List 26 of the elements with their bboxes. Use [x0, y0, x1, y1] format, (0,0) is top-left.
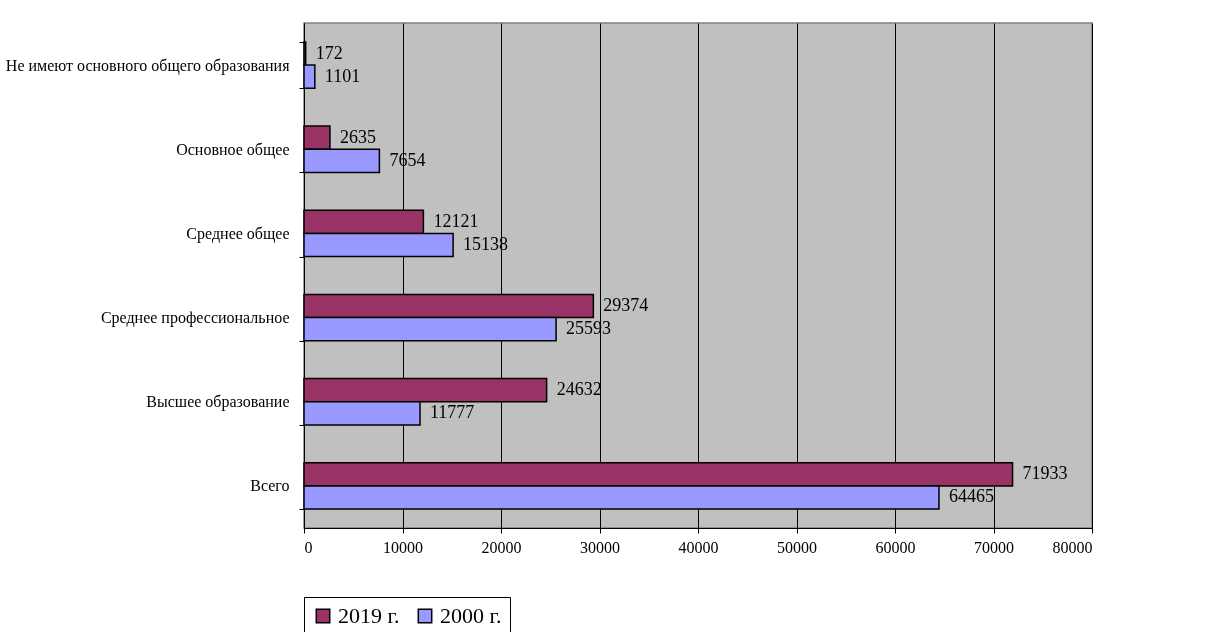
- x-tick-label: 70000: [974, 538, 1014, 556]
- y-tick-label: Высшее образование: [146, 393, 290, 412]
- x-tick-label: 50000: [777, 538, 817, 556]
- data-label: 12121: [433, 210, 479, 231]
- y-tick-label: Основное общее: [176, 140, 290, 159]
- x-tick-label: 10000: [383, 538, 423, 556]
- y-tick-label: Не имеют основного общего образования: [5, 56, 291, 75]
- legend-label: 2019 г.: [338, 603, 400, 628]
- x-tick-label: 30000: [580, 538, 620, 556]
- x-tick-label: 40000: [678, 538, 719, 556]
- data-label: 172: [315, 42, 343, 63]
- data-label: 11777: [430, 402, 475, 423]
- data-label: 64465: [948, 486, 994, 507]
- x-tick-label: 0: [304, 538, 313, 556]
- y-tick-label: Всего: [250, 477, 290, 495]
- x-tick-label: 60000: [875, 538, 916, 556]
- data-label: 29374: [603, 295, 649, 316]
- legend-label: 2000 г.: [440, 603, 502, 628]
- x-tick-label: 20000: [481, 538, 522, 556]
- data-label: 2635: [339, 126, 376, 147]
- y-tick-label: Среднее профессиональное: [100, 309, 290, 328]
- x-tick-label: 80000: [1052, 538, 1093, 556]
- data-label: 71933: [1022, 463, 1068, 484]
- data-label: 24632: [556, 379, 602, 400]
- y-tick-label: Среднее общее: [186, 224, 290, 243]
- data-label: 1101: [324, 65, 361, 86]
